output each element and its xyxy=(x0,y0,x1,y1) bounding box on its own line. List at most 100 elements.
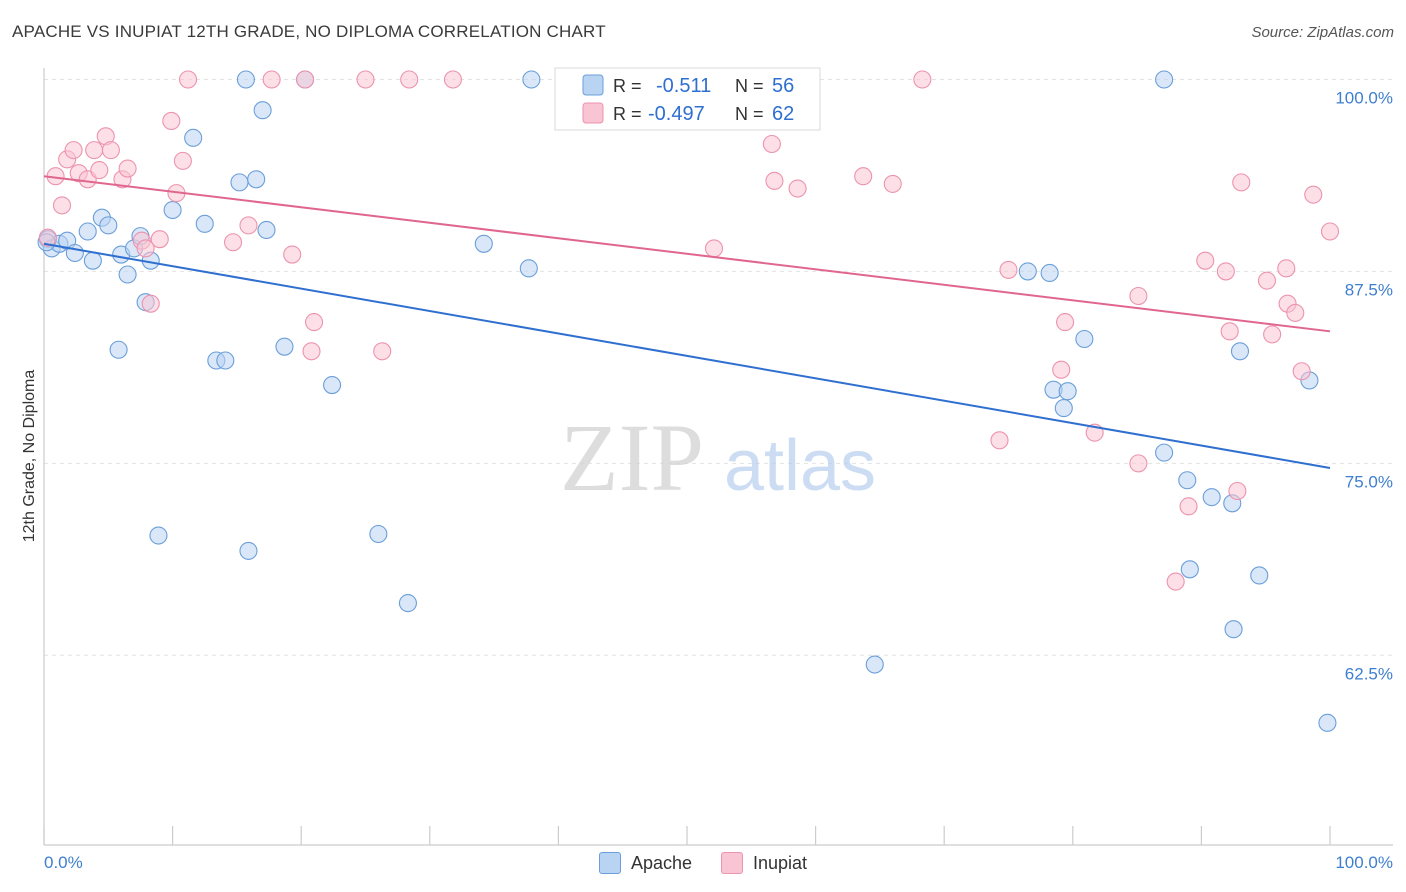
inupiat-point xyxy=(356,70,375,89)
apache-point xyxy=(1040,263,1059,283)
inupiat-point xyxy=(1056,313,1075,332)
apache-point xyxy=(323,376,342,395)
inupiat-point xyxy=(1220,322,1239,341)
inupiat-point xyxy=(302,342,321,361)
apache-point xyxy=(275,337,294,356)
inupiat-point xyxy=(1052,360,1071,379)
apache-point xyxy=(1075,329,1094,349)
apache-point xyxy=(1318,713,1337,732)
inupiat-point xyxy=(64,141,83,160)
inupiat-point xyxy=(999,260,1018,279)
chart-title: APACHE VS INUPIAT 12TH GRADE, NO DIPLOMA… xyxy=(12,22,606,41)
inupiat-point xyxy=(443,70,462,89)
apache-point xyxy=(236,70,255,89)
tick-labels: 100.0% 87.5% 75.0% 62.5% 0.0% 100.0% xyxy=(44,89,1393,873)
apache-swatch xyxy=(598,852,621,874)
data-points xyxy=(37,70,1340,732)
legend-inupiat-n-value: 62 xyxy=(772,103,794,125)
inupiat-point xyxy=(765,171,784,190)
watermark: ZIP atlas xyxy=(560,404,876,511)
inupiat-point xyxy=(150,230,169,249)
inupiat-point xyxy=(1232,173,1251,192)
apache-point xyxy=(1058,382,1077,401)
inupiat-point xyxy=(101,141,120,160)
inupiat-point xyxy=(1228,481,1247,501)
inupiat-point xyxy=(1263,325,1282,344)
inupiat-point xyxy=(704,239,724,258)
apache-point xyxy=(1155,70,1174,89)
inupiat-point xyxy=(162,111,181,131)
apache-trend-line xyxy=(43,242,1331,469)
inupiat-point xyxy=(296,70,315,89)
legend-label-apache: Apache xyxy=(630,852,692,873)
legend-inupiat-r-label: R = xyxy=(613,104,642,124)
apache-point xyxy=(253,101,272,120)
stats-legend: R = -0.511 N = 56 R = -0.497 N = 62 xyxy=(554,67,821,131)
legend-item-inupiat: Inupiat xyxy=(721,852,807,874)
apache-point xyxy=(1202,488,1221,507)
apache-point xyxy=(1155,443,1174,462)
apache-point xyxy=(78,222,97,241)
apache-point xyxy=(1230,342,1250,361)
inupiat-point xyxy=(141,294,160,313)
inupiat-point xyxy=(400,70,419,89)
inupiat-point xyxy=(1320,222,1340,241)
inupiat-point xyxy=(854,167,873,186)
inupiat-point xyxy=(136,239,155,258)
apache-point xyxy=(239,541,258,560)
apache-point xyxy=(83,251,102,270)
inupiat-point xyxy=(262,70,281,89)
inupiat-point xyxy=(85,141,104,160)
apache-point xyxy=(1054,399,1073,418)
inupiat-point xyxy=(1129,286,1148,306)
inupiat-point xyxy=(90,161,109,180)
watermark-zip: ZIP xyxy=(560,404,704,511)
inupiat-point xyxy=(283,245,302,264)
apache-point xyxy=(522,70,541,89)
series-inupiat xyxy=(38,70,1340,591)
inupiat-point xyxy=(788,179,807,198)
apache-point xyxy=(216,351,235,370)
legend-apache-n-value: 56 xyxy=(772,75,794,97)
series-apache xyxy=(37,70,1337,732)
y-tick-label: 62.5% xyxy=(1345,664,1393,683)
apache-point xyxy=(149,526,168,545)
apache-point xyxy=(247,170,266,189)
inupiat-point xyxy=(1129,454,1148,473)
y-tick-label: 87.5% xyxy=(1345,280,1393,299)
legend-apache-r-value: -0.511 xyxy=(656,75,711,97)
apache-point xyxy=(195,214,214,233)
apache-point xyxy=(1224,620,1243,639)
inupiat-point xyxy=(990,431,1009,450)
apache-point xyxy=(257,220,276,240)
apache-point xyxy=(1180,560,1199,579)
y-tick-label: 75.0% xyxy=(1345,472,1393,491)
x-tick-label-min: 0.0% xyxy=(44,853,83,872)
inupiat-point xyxy=(1286,303,1305,322)
x-tick-label-max: 100.0% xyxy=(1335,853,1393,872)
inupiat-point xyxy=(223,233,243,252)
apache-point xyxy=(118,265,137,284)
inupiat-point xyxy=(38,228,57,247)
legend-apache-r-label: R = xyxy=(613,76,642,96)
inupiat-swatch xyxy=(721,852,744,874)
legend-inupiat-swatch xyxy=(582,102,604,124)
legend-apache-swatch xyxy=(582,74,604,96)
inupiat-point xyxy=(1292,362,1311,381)
inupiat-point xyxy=(373,342,392,361)
apache-point xyxy=(163,200,182,220)
inupiat-point xyxy=(1216,262,1235,281)
inupiat-point xyxy=(913,70,932,89)
inupiat-point xyxy=(1166,572,1185,591)
apache-point xyxy=(474,234,493,253)
inupiat-point xyxy=(1196,251,1215,270)
apache-point xyxy=(1178,471,1197,490)
legend-apache-n-label: N = xyxy=(735,76,764,96)
apache-point xyxy=(230,173,249,192)
inupiat-point xyxy=(239,216,258,235)
legend-label-inupiat: Inupiat xyxy=(753,852,808,873)
inupiat-point xyxy=(1179,497,1198,516)
legend-inupiat-n-label: N = xyxy=(735,104,764,124)
inupiat-point xyxy=(52,196,72,215)
